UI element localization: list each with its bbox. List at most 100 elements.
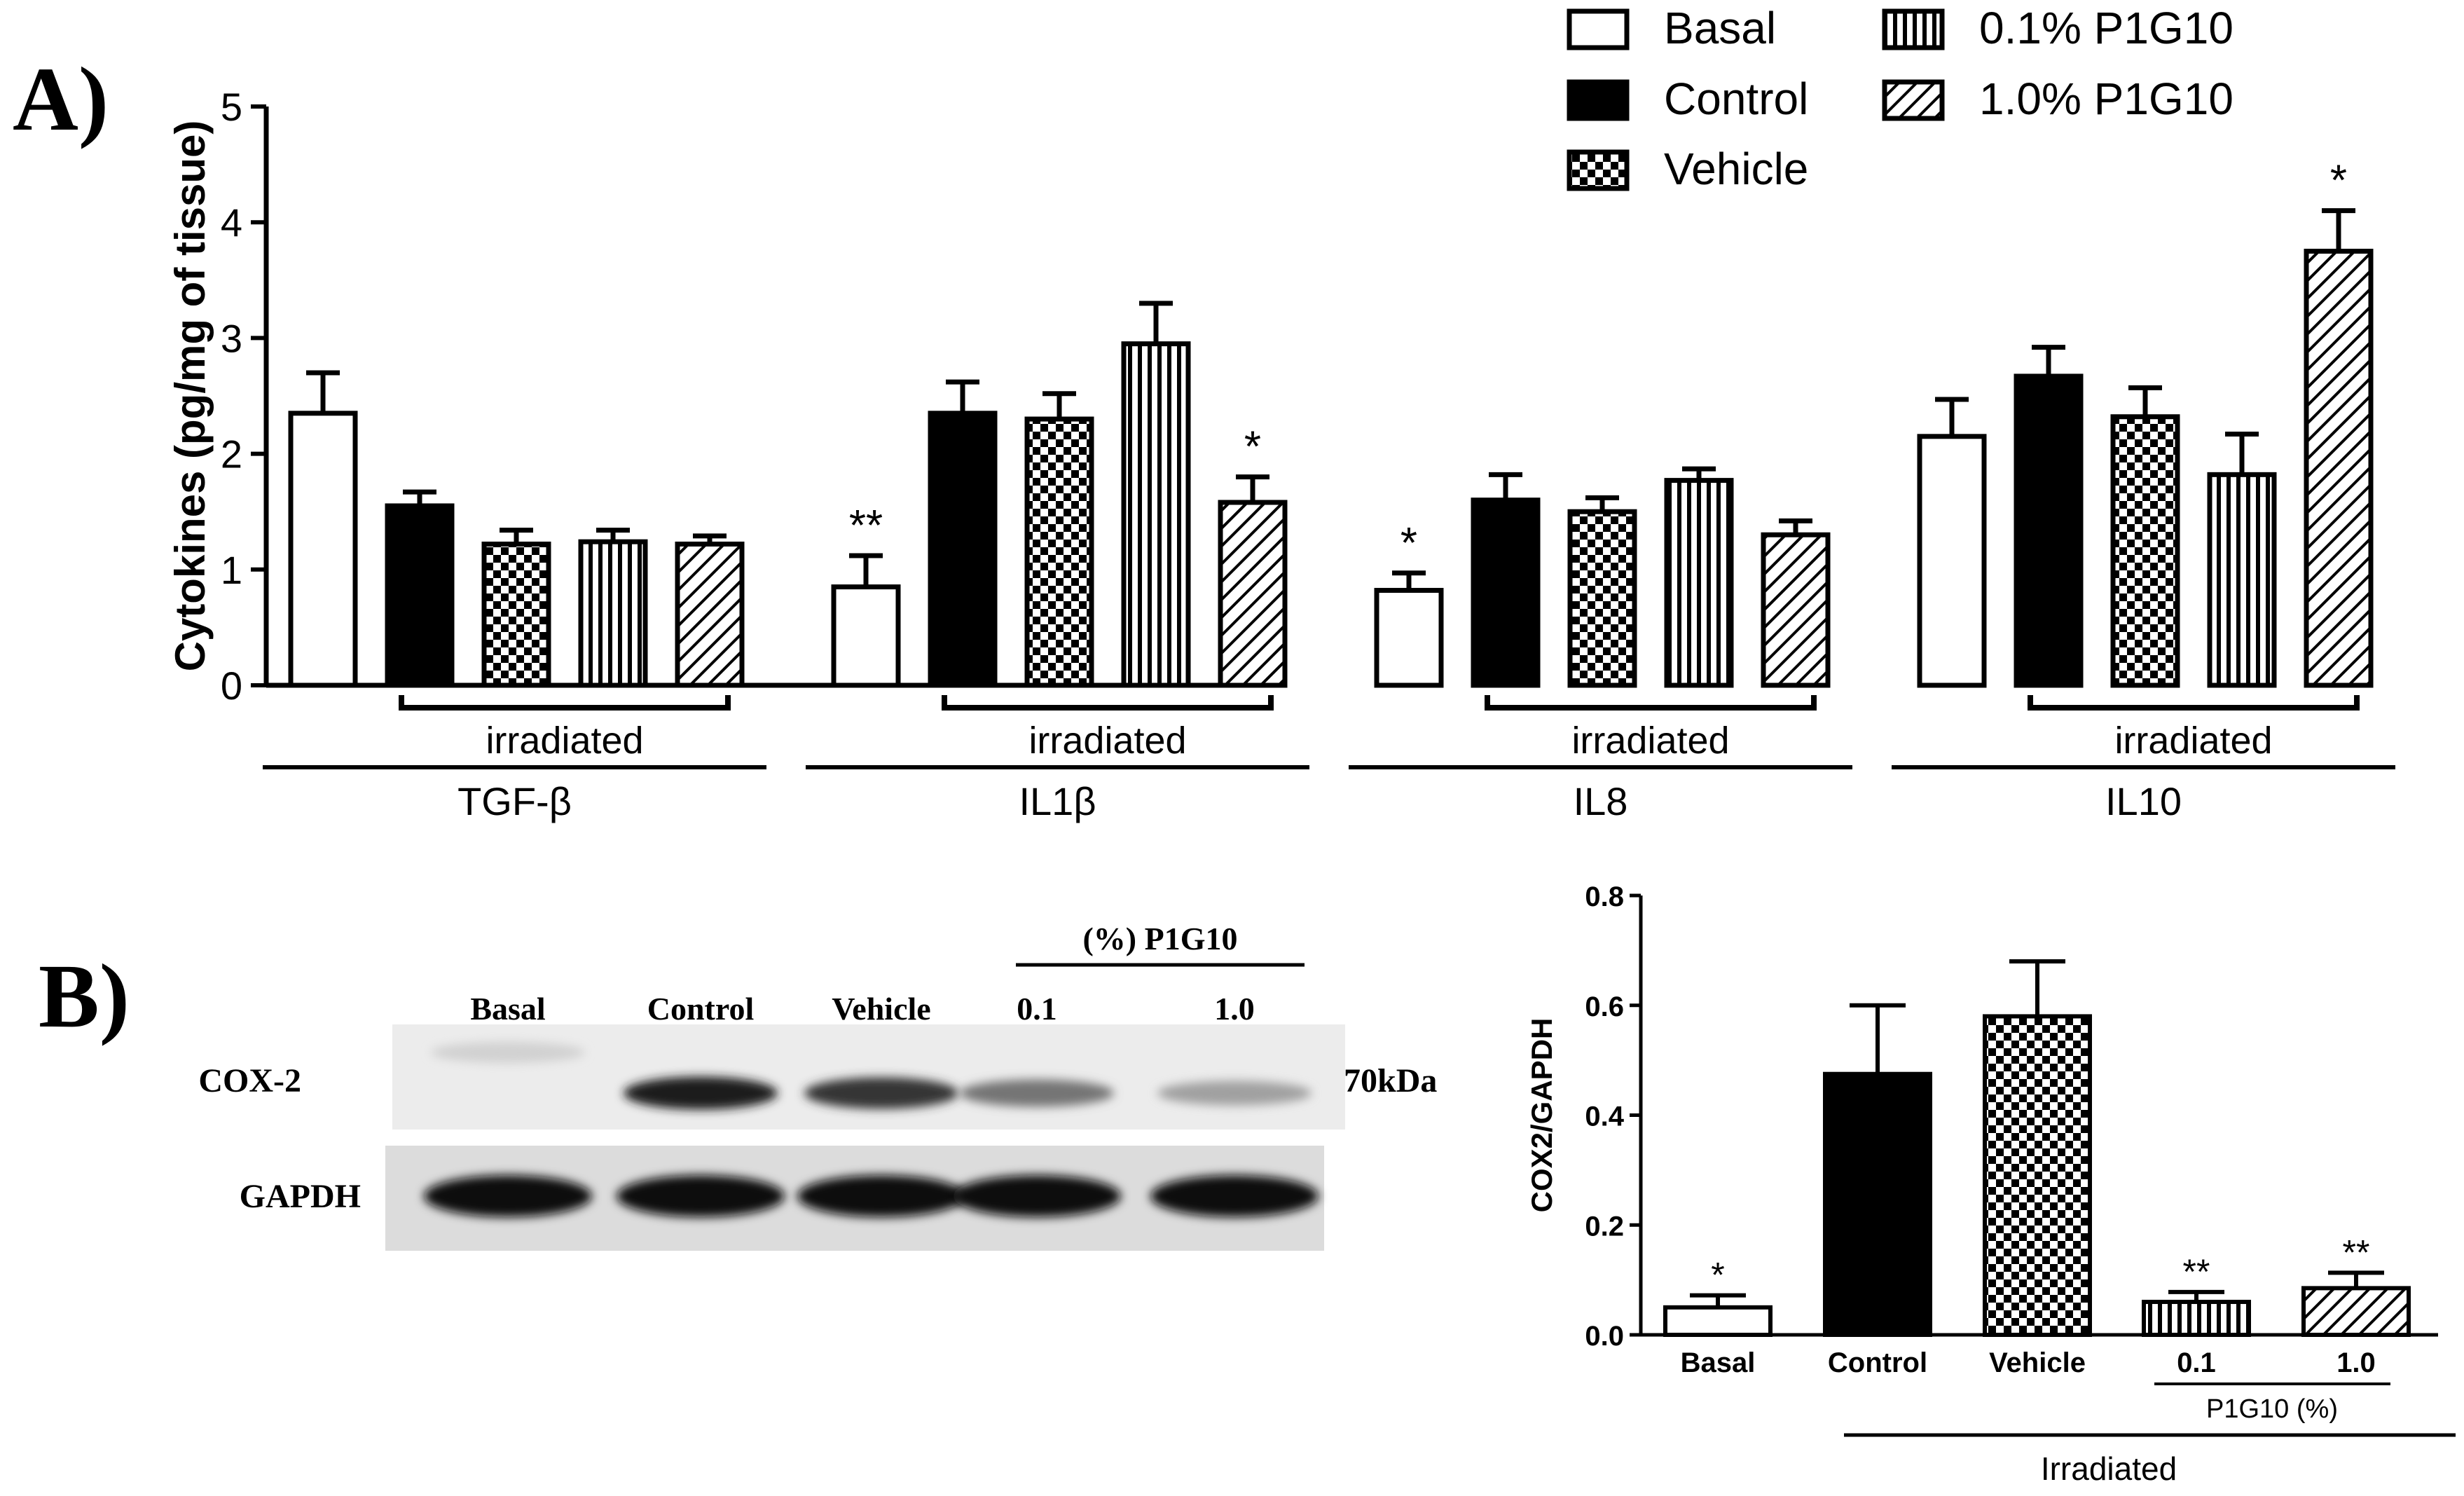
bar bbox=[2110, 414, 2180, 688]
cox2-band bbox=[1157, 1080, 1312, 1106]
bar bbox=[2014, 373, 2084, 688]
gapdh-band bbox=[424, 1175, 592, 1217]
y-tick-label-a: 0 bbox=[221, 664, 242, 708]
cox2-bar-chart: 0.0 0.2 0.4 0.6 0.8 COX2/GAPDH * Basal Control Ve… bbox=[1525, 881, 2456, 1487]
bar bbox=[1218, 500, 1288, 688]
significance-mark: ** bbox=[849, 502, 883, 550]
irradiated-bracket bbox=[1485, 695, 1817, 711]
gapdh-band bbox=[1150, 1175, 1319, 1217]
irradiated-label: irradiated bbox=[2114, 720, 2272, 762]
bar bbox=[831, 584, 901, 688]
y-tick-label-a: 2 bbox=[221, 432, 242, 476]
bar bbox=[1917, 434, 1987, 688]
bar bbox=[578, 539, 648, 688]
bar bbox=[2142, 1299, 2251, 1337]
y-tick-label-b: 0.4 bbox=[1585, 1102, 1624, 1132]
y-tick-label-a: 4 bbox=[221, 200, 242, 245]
blot-lane-label: 0.1 bbox=[1017, 991, 1057, 1027]
blot-lane-label: Basal bbox=[470, 991, 545, 1027]
irradiated-bracket bbox=[942, 695, 1274, 711]
significance-mark: * bbox=[1244, 423, 1261, 472]
bar bbox=[2304, 249, 2374, 688]
legend-label: Basal bbox=[1664, 3, 1776, 53]
bar bbox=[481, 541, 551, 688]
significance-mark: ** bbox=[2183, 1252, 2210, 1291]
bar bbox=[928, 411, 998, 688]
legend-swatch bbox=[1567, 8, 1630, 50]
legend-swatch bbox=[1567, 149, 1630, 191]
y-tick-label-b: 0.8 bbox=[1585, 881, 1624, 912]
legend-label: Control bbox=[1664, 74, 1808, 124]
y-tick-label-b: 0.2 bbox=[1585, 1211, 1624, 1242]
cox2-band bbox=[960, 1079, 1114, 1107]
blot-row-label: COX-2 bbox=[198, 1062, 301, 1099]
bar bbox=[1761, 532, 1831, 688]
bar bbox=[2301, 1286, 2411, 1337]
bar bbox=[2207, 472, 2277, 688]
panel-b-label: B) bbox=[39, 946, 130, 1047]
blot-lane-label: 1.0 bbox=[1214, 991, 1255, 1027]
blot-lane-label: Control bbox=[647, 991, 755, 1027]
x-tick-label-b: Control bbox=[1828, 1347, 1927, 1378]
gapdh-band bbox=[797, 1175, 965, 1217]
legend-label: 0.1% P1G10 bbox=[1979, 3, 2234, 53]
bar bbox=[1374, 588, 1444, 688]
legend-swatch bbox=[1882, 8, 1945, 50]
legend-label: Vehicle bbox=[1664, 144, 1808, 194]
bar bbox=[1983, 1014, 2092, 1338]
group-label: IL8 bbox=[1574, 779, 1628, 823]
bar bbox=[1024, 416, 1094, 688]
x-tick-label-b: 1.0 bbox=[2336, 1347, 2376, 1378]
significance-mark: * bbox=[2330, 157, 2347, 205]
cox2-band bbox=[804, 1077, 958, 1109]
legend-label: 1.0% P1G10 bbox=[1979, 74, 2234, 124]
bar bbox=[1121, 341, 1191, 688]
p1g10-label: P1G10 (%) bbox=[2206, 1394, 2338, 1424]
x-tick-label-b: Basal bbox=[1681, 1347, 1756, 1378]
y-tick-label-b: 0.6 bbox=[1585, 991, 1624, 1022]
legend-swatch bbox=[1882, 79, 1945, 121]
molecular-weight-marker: 70kDa bbox=[1344, 1062, 1437, 1099]
chart-legend: Basal Control Vehicle 0.1% P1G10 1.0% P1G10 bbox=[1567, 3, 2234, 194]
blot-row-label: GAPDH bbox=[240, 1178, 361, 1215]
bar bbox=[1471, 497, 1541, 688]
group-label: TGF-β bbox=[457, 779, 572, 823]
x-tick-label-b: Vehicle bbox=[1989, 1347, 2086, 1378]
bar bbox=[385, 503, 455, 688]
bar bbox=[675, 541, 745, 688]
western-blot: Basal Control Vehicle 0.1 1.0 COX-2 GAPDH (%) … bbox=[198, 921, 1437, 1251]
cox2-band bbox=[431, 1041, 585, 1064]
cox2-blot-strip bbox=[392, 1024, 1345, 1130]
x-tick-label-b: 0.1 bbox=[2177, 1347, 2216, 1378]
bar bbox=[288, 411, 358, 688]
y-tick-label-b: 0.0 bbox=[1585, 1321, 1624, 1352]
group-label: IL10 bbox=[2105, 779, 2182, 823]
significance-mark: ** bbox=[2343, 1233, 2370, 1272]
y-tick-label-a: 1 bbox=[221, 548, 242, 592]
significance-mark: * bbox=[1400, 519, 1417, 568]
irradiated-label: irradiated bbox=[1571, 720, 1729, 762]
y-axis-title-a: Cytokines (pg/mg of tissue) bbox=[167, 121, 214, 672]
y-tick-label-a: 5 bbox=[221, 85, 242, 129]
irradiated-bracket bbox=[399, 695, 731, 711]
irradiated-label: irradiated bbox=[486, 720, 643, 762]
significance-mark: * bbox=[1711, 1256, 1724, 1295]
gapdh-band bbox=[953, 1175, 1121, 1217]
y-tick-label-a: 3 bbox=[221, 316, 242, 360]
legend-swatch bbox=[1567, 79, 1630, 121]
cox2-band bbox=[624, 1076, 778, 1110]
blot-p1g10-header: (%) P1G10 bbox=[1082, 921, 1237, 956]
irradiated-label: irradiated bbox=[1028, 720, 1186, 762]
bar bbox=[1663, 1305, 1773, 1337]
irradiated-bracket bbox=[2028, 695, 2360, 711]
panel-a-label: A) bbox=[13, 49, 109, 150]
irradiated-label-b: Irradiated bbox=[2041, 1450, 2177, 1487]
y-axis-title-b: COX2/GAPDH bbox=[1525, 1018, 1558, 1213]
bar bbox=[1664, 478, 1734, 688]
bar bbox=[1567, 509, 1637, 688]
blot-lane-label: Vehicle bbox=[832, 991, 930, 1027]
group-label: IL1β bbox=[1019, 779, 1096, 823]
bar bbox=[1823, 1071, 1932, 1337]
